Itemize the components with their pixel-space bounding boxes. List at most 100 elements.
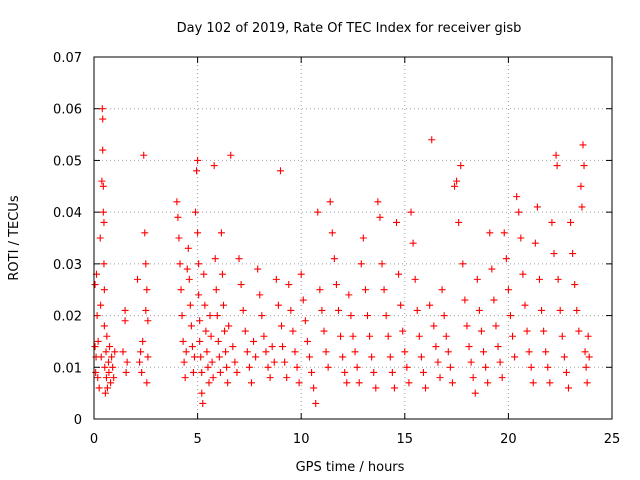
data-point — [579, 141, 587, 149]
data-point — [195, 260, 203, 268]
data-point — [426, 301, 434, 309]
data-point — [339, 353, 347, 361]
data-point — [413, 306, 421, 314]
data-point — [357, 260, 365, 268]
data-point — [548, 218, 556, 226]
x-tick-label: 25 — [604, 432, 621, 447]
data-point — [533, 203, 541, 211]
data-point — [181, 374, 189, 382]
data-point — [237, 281, 245, 289]
data-point — [91, 343, 99, 351]
data-point — [285, 281, 293, 289]
data-point — [96, 234, 104, 242]
data-point — [180, 358, 188, 366]
data-point — [397, 301, 405, 309]
data-point — [98, 105, 106, 113]
data-point — [192, 208, 200, 216]
y-tick-label: 0.03 — [53, 258, 82, 273]
data-point — [229, 343, 237, 351]
data-point — [535, 275, 543, 283]
data-point — [552, 151, 560, 159]
data-point — [523, 327, 531, 335]
data-point — [550, 250, 558, 258]
data-point — [101, 389, 109, 397]
data-point — [182, 348, 190, 356]
data-point — [529, 379, 537, 387]
data-point — [531, 239, 539, 247]
data-point — [245, 363, 253, 371]
data-point — [382, 312, 390, 320]
data-point — [430, 322, 438, 330]
data-point — [183, 265, 191, 273]
data-point — [405, 379, 413, 387]
data-point — [455, 218, 463, 226]
data-point — [486, 229, 494, 237]
data-point — [208, 358, 216, 366]
data-point — [372, 384, 380, 392]
data-point — [141, 229, 149, 237]
data-point — [368, 353, 376, 361]
data-point — [384, 332, 392, 340]
data-point — [380, 286, 388, 294]
data-point — [580, 162, 588, 170]
x-tick-label: 20 — [500, 432, 517, 447]
data-point — [121, 317, 129, 325]
data-point — [415, 332, 423, 340]
data-point — [314, 208, 322, 216]
x-axis-label: GPS time / hours — [296, 460, 405, 475]
data-point — [301, 317, 309, 325]
data-point — [99, 115, 107, 123]
data-point — [370, 368, 378, 376]
data-point — [553, 162, 561, 170]
data-point — [517, 234, 525, 242]
data-point — [407, 208, 415, 216]
data-point — [136, 358, 144, 366]
plot-frame — [93, 56, 613, 420]
data-point — [98, 177, 106, 185]
data-point — [538, 306, 546, 314]
data-point — [453, 177, 461, 185]
data-point — [225, 322, 233, 330]
data-point — [213, 312, 221, 320]
axis-ticks: 0 5 10 15 20 25 0 0.01 0.02 0.03 0.04 0.05 0.06 0.07 — [53, 51, 620, 447]
data-point — [330, 255, 338, 263]
data-point — [564, 384, 572, 392]
data-point — [94, 374, 102, 382]
data-point — [417, 353, 425, 361]
data-point — [297, 270, 305, 278]
data-point — [345, 291, 353, 299]
data-point — [250, 337, 258, 345]
data-point — [359, 234, 367, 242]
data-point — [364, 312, 372, 320]
data-point — [316, 286, 324, 294]
data-point — [185, 275, 193, 283]
data-point — [139, 337, 147, 345]
data-point — [492, 322, 500, 330]
data-point — [204, 363, 212, 371]
data-point — [515, 208, 523, 216]
data-point — [279, 343, 287, 351]
data-point — [194, 156, 202, 164]
data-point — [252, 353, 260, 361]
data-point — [448, 379, 456, 387]
data-point — [200, 270, 208, 278]
y-tick-label: 0.07 — [53, 51, 82, 66]
data-point — [546, 379, 554, 387]
data-point — [276, 167, 284, 175]
data-point — [498, 374, 506, 382]
data-point — [436, 374, 444, 382]
data-point — [201, 301, 209, 309]
data-point — [554, 275, 562, 283]
data-point — [349, 332, 357, 340]
data-point — [305, 353, 313, 361]
data-point — [272, 275, 280, 283]
data-point — [102, 374, 110, 382]
y-tick-label: 0.02 — [53, 310, 82, 325]
data-point — [569, 250, 577, 258]
data-point — [475, 306, 483, 314]
data-point — [571, 281, 579, 289]
data-point — [264, 363, 272, 371]
data-point — [558, 332, 566, 340]
data-point — [193, 167, 201, 175]
